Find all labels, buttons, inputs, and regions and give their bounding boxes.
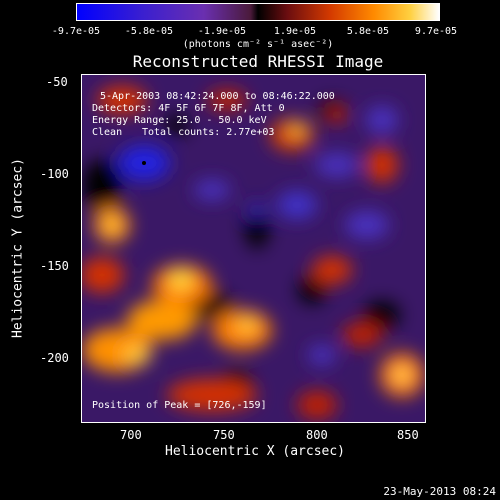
peak-position-label: Position of Peak = [726,-159] [92,400,267,411]
colorbar-tick: -1.9e-05 [197,26,247,37]
x-tick-label: 800 [306,428,328,442]
y-axis-label: Heliocentric Y (arcsec) [10,157,26,339]
colorbar-tick: -9.7e-05 [51,26,101,37]
colorbar-tick: -5.8e-05 [124,26,174,37]
colorbar-tick: 1.9e-05 [273,26,317,37]
footer-date: 23-May-2013 08:24 [383,485,496,498]
x-tick-label: 750 [213,428,235,442]
colorbar-tick: 5.8e-05 [346,26,390,37]
energy-range-label: Energy Range: 25.0 - 50.0 keV [92,115,267,126]
time-range-label: 5-Apr-2003 08:42:24.000 to 08:46:22.000 [100,91,335,102]
total-counts-label: Total counts: 2.77e+03 [142,127,275,138]
x-tick-label: 700 [120,428,142,442]
y-tick-label: -100 [40,167,69,181]
x-axis-label: Heliocentric X (arcsec) [164,444,346,459]
colorbar-units: (photons cm⁻² s⁻¹ asec⁻²) [182,39,334,50]
detectors-label: Detectors: 4F 5F 6F 7F 8F, Att 0 [92,103,285,114]
colorbar [76,3,440,21]
colorbar-tick: 9.7e-05 [414,26,458,37]
y-tick-label: -50 [46,75,68,89]
method-label: Clean [92,127,123,138]
y-tick-label: -200 [40,351,69,365]
solar-image: 5-Apr-2003 08:42:24.000 to 08:46:22.000 … [81,74,426,423]
y-tick-label: -150 [40,259,69,273]
plot-title: Reconstructed RHESSI Image [132,52,384,71]
x-tick-label: 850 [397,428,419,442]
flux-map [82,75,425,422]
